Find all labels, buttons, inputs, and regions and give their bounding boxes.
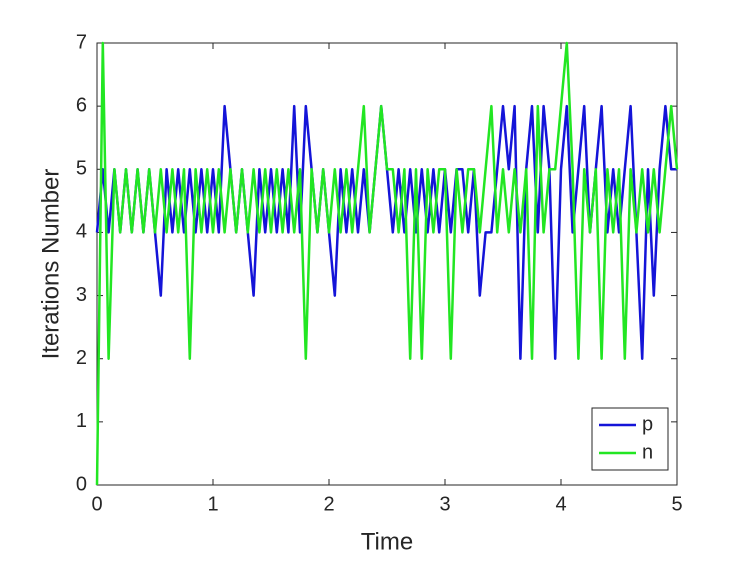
y-tick-label: 2: [76, 347, 87, 369]
y-tick-label: 5: [76, 158, 87, 180]
x-axis-label: Time: [361, 528, 413, 555]
x-tick-label: 3: [439, 493, 450, 515]
y-tick-label: 3: [76, 284, 87, 306]
y-tick-label: 0: [76, 473, 87, 495]
legend-label: n: [642, 441, 653, 463]
x-tick-label: 0: [91, 493, 102, 515]
y-tick-label: 6: [76, 94, 87, 116]
y-tick-label: 1: [76, 410, 87, 432]
x-tick-label: 4: [555, 493, 566, 515]
series-line: [95, 41, 679, 486]
legend-label: p: [642, 413, 653, 435]
x-tick-label: 2: [323, 493, 334, 515]
x-tick-label: 5: [671, 493, 682, 515]
y-tick-label: 7: [76, 31, 87, 53]
x-tick-label: 1: [207, 493, 218, 515]
y-axis-label: Iterations Number: [37, 169, 64, 360]
legend-box: [591, 407, 669, 471]
y-tick-label: 4: [76, 221, 87, 243]
plot-area: [96, 42, 678, 486]
